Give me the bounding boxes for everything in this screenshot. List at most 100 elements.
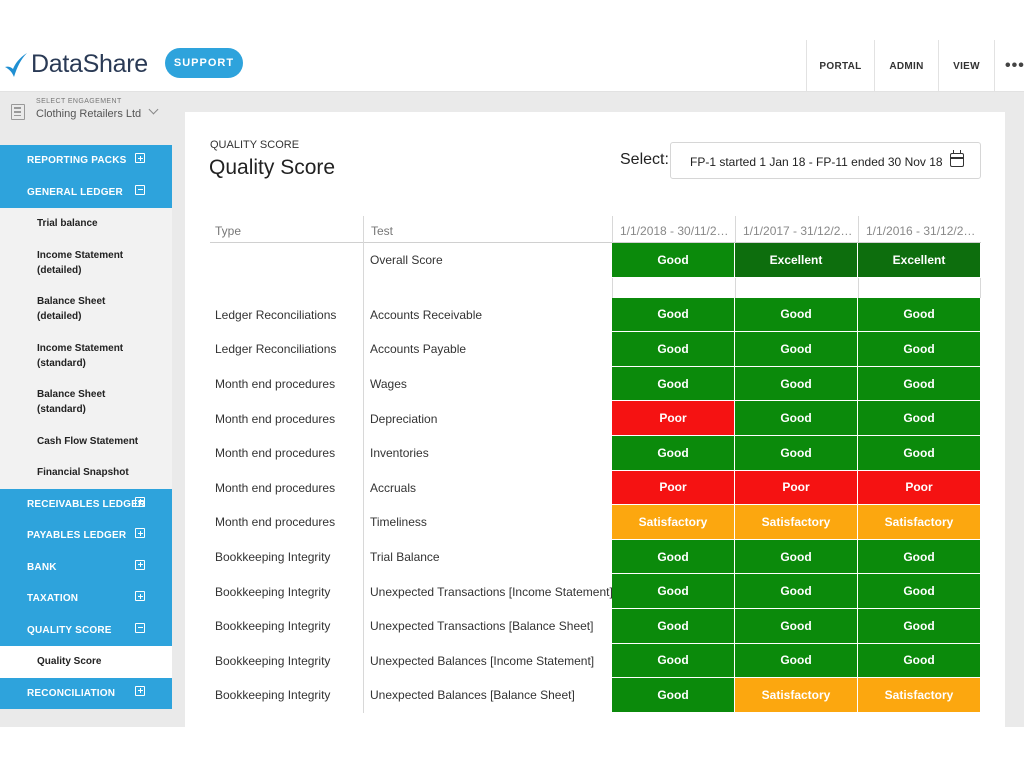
sidebar-item-label: Financial Snapshot (37, 467, 129, 479)
sidebar-item-income-statement-standard[interactable]: Income Statement (standard) (0, 332, 172, 379)
sidebar-item-financial-snapshot[interactable]: Financial Snapshot (0, 457, 172, 489)
score-cell-good[interactable]: Good (858, 297, 980, 332)
support-button[interactable]: SUPPORT (165, 48, 243, 78)
score-cell-good[interactable]: Good (735, 332, 857, 366)
score-cell-satisfactory[interactable]: Satisfactory (735, 678, 857, 712)
score-cell-good[interactable]: Good (735, 297, 857, 332)
score-cell-good[interactable]: Good (612, 297, 734, 332)
cell-test: Accruals (370, 480, 417, 495)
cell-test: Timeliness (370, 515, 427, 530)
plus-square-icon[interactable] (135, 153, 145, 163)
cell-type: Month end procedures (215, 377, 336, 392)
score-cell-good[interactable]: Good (735, 366, 857, 401)
sidebar-item-balance-sheet-detailed[interactable]: Balance Sheet (detailed) (0, 286, 172, 333)
cell-type: Month end procedures (215, 411, 336, 426)
header-test[interactable]: Test (363, 216, 612, 243)
sidebar-item-cash-flow-statement[interactable]: Cash Flow Statement (0, 425, 172, 457)
calendar-icon[interactable] (950, 150, 964, 167)
header-period-2018[interactable]: 1/1/2018 - 30/11/2018 (612, 216, 735, 243)
plus-square-icon[interactable] (135, 496, 145, 507)
sidebar-section-general-ledger[interactable]: GENERAL LEDGER (0, 176, 172, 208)
score-cell-good[interactable]: Good (858, 643, 980, 678)
score-cell-good[interactable]: Good (858, 332, 980, 366)
score-cell-good[interactable]: Good (735, 539, 857, 574)
column-divider (363, 574, 364, 609)
table-spacer-row (210, 277, 981, 298)
score-cell-good[interactable]: Good (612, 678, 734, 712)
plus-square-icon[interactable] (135, 528, 145, 538)
score-cell-good[interactable]: Good (612, 332, 734, 366)
nav-view[interactable]: VIEW (938, 40, 994, 92)
sidebar-item-quality-score[interactable]: Quality Score (0, 646, 172, 678)
header-period-2017[interactable]: 1/1/2017 - 31/12/2017 (735, 216, 858, 243)
score-cell-good[interactable]: Good (612, 243, 734, 277)
score-cell-satisfactory[interactable]: Satisfactory (858, 678, 980, 712)
score-cell-good[interactable]: Good (612, 574, 734, 608)
sidebar-item-income-statement-detailed[interactable]: Income Statement (detailed) (0, 239, 172, 286)
cell-test: Wages (370, 377, 407, 392)
score-cell-poor[interactable]: Poor (735, 470, 857, 505)
score-cell-good[interactable]: Good (858, 366, 980, 401)
column-divider (363, 643, 364, 679)
plus-square-icon[interactable] (135, 591, 145, 601)
period-date-picker[interactable]: FP-1 started 1 Jan 18 - FP-11 ended 30 N… (670, 142, 981, 179)
sidebar-section-label: TAXATION (27, 593, 79, 605)
sidebar-section-label: QUALITY SCORE (27, 624, 112, 636)
sidebar-item-label: Income Statement (standard) (37, 342, 124, 369)
score-cell-good[interactable]: Good (612, 539, 734, 574)
nav-admin[interactable]: ADMIN (874, 40, 938, 92)
score-cell-good[interactable]: Good (858, 608, 980, 643)
page-title: Quality Score (209, 156, 336, 179)
engagement-selector[interactable] (0, 92, 172, 132)
cell-test: Unexpected Transactions [Balance Sheet] (370, 619, 594, 634)
sidebar-section-receivables-ledger[interactable]: RECEIVABLES LEDGER (0, 488, 172, 520)
sidebar-section-label: GENERAL LEDGER (27, 186, 123, 198)
column-divider (363, 539, 364, 575)
minus-square-icon[interactable] (135, 622, 145, 633)
sidebar-section-payables-ledger[interactable]: PAYABLES LEDGER (0, 520, 172, 552)
score-cell-excellent[interactable]: Excellent (735, 243, 857, 277)
score-cell-good[interactable]: Good (735, 643, 857, 678)
score-cell-excellent[interactable]: Excellent (858, 243, 980, 277)
header-type[interactable]: Type (215, 224, 242, 238)
score-cell-poor[interactable]: Poor (612, 401, 734, 435)
logo[interactable]: DataShare (4, 50, 148, 79)
header-period-2016[interactable]: 1/1/2016 - 31/12/2016 (858, 216, 981, 243)
score-cell-good[interactable]: Good (858, 435, 980, 470)
score-cell-satisfactory[interactable]: Satisfactory (735, 505, 857, 539)
sidebar-item-label: Balance Sheet (standard) (37, 389, 106, 416)
score-cell-good[interactable]: Good (735, 401, 857, 435)
score-cell-good[interactable]: Good (612, 435, 734, 470)
minus-square-icon[interactable] (135, 184, 145, 195)
logo-text: DataShare (31, 50, 148, 78)
sidebar-section-reporting-packs[interactable]: REPORTING PACKS (0, 145, 172, 177)
top-nav: PORTAL ADMIN VIEW ••• (806, 40, 1024, 92)
score-cell-good[interactable]: Good (735, 435, 857, 470)
score-cell-satisfactory[interactable]: Satisfactory (612, 505, 734, 539)
column-divider (363, 678, 364, 713)
score-cell-poor[interactable]: Poor (612, 470, 734, 505)
table-row: Month end procedures Depreciation Poor Good… (210, 401, 981, 436)
score-cell-good[interactable]: Good (612, 643, 734, 678)
sidebar-section-quality-score[interactable]: QUALITY SCORE (0, 614, 172, 646)
score-cell-good[interactable]: Good (858, 574, 980, 608)
score-cell-good[interactable]: Good (858, 401, 980, 435)
more-menu-button[interactable]: ••• (994, 40, 1024, 92)
score-cell-good[interactable]: Good (735, 608, 857, 643)
plus-square-icon[interactable] (135, 559, 145, 570)
score-cell-good[interactable]: Good (612, 608, 734, 643)
nav-portal[interactable]: PORTAL (806, 40, 874, 92)
score-cell-good[interactable]: Good (858, 539, 980, 574)
column-divider (612, 277, 613, 298)
sidebar-section-taxation[interactable]: TAXATION (0, 583, 172, 615)
plus-square-icon[interactable] (135, 685, 145, 696)
sidebar-section-reconciliation[interactable]: RECONCILIATION (0, 677, 172, 709)
score-cell-good[interactable]: Good (612, 366, 734, 401)
sidebar-item-balance-sheet-standard[interactable]: Balance Sheet (standard) (0, 379, 172, 426)
score-cell-poor[interactable]: Poor (858, 470, 980, 505)
sidebar-item-trial-balance[interactable]: Trial balance (0, 208, 172, 240)
score-cell-good[interactable]: Good (735, 574, 857, 608)
sidebar-section-bank[interactable]: BANK (0, 551, 172, 583)
column-divider (363, 297, 364, 333)
score-cell-satisfactory[interactable]: Satisfactory (858, 505, 980, 539)
